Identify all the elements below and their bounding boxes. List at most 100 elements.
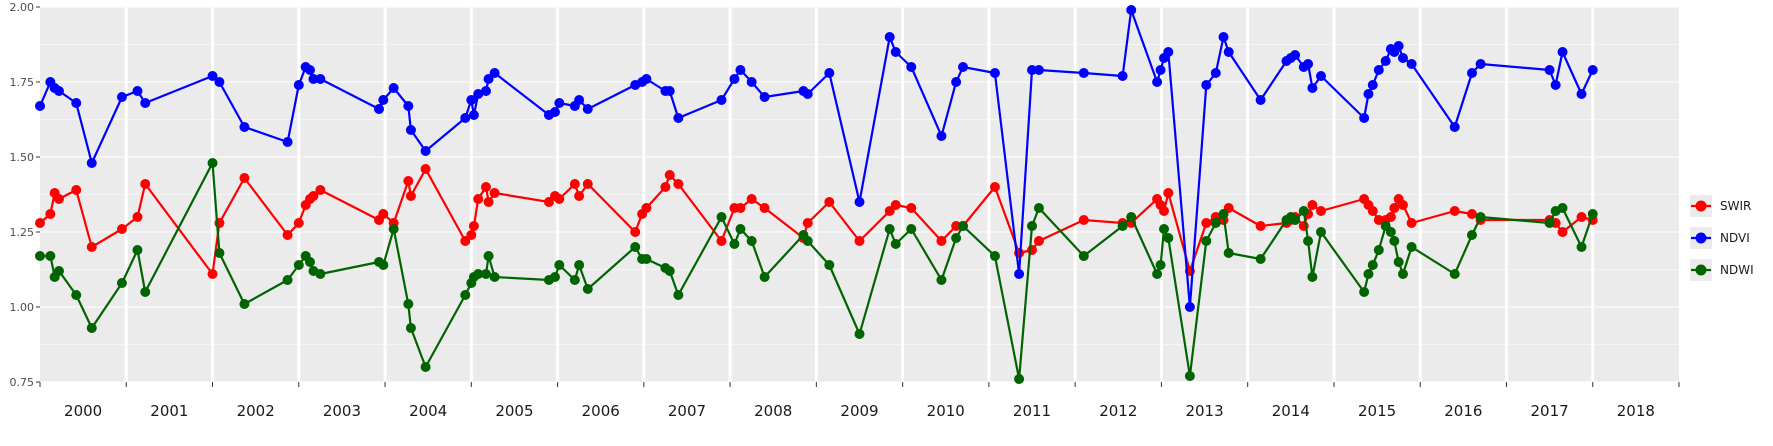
data-point-ndwi [483,251,494,261]
legend-key-point [1695,232,1707,244]
data-point-ndwi [1290,215,1301,225]
data-point-ndvi [239,122,250,132]
facet-year-label: 2013 [1185,402,1223,420]
y-tick-label: 1.75 [10,76,35,89]
data-point-ndvi [1210,68,1221,78]
facet-year-label: 2003 [323,402,361,420]
data-point-ndwi [1363,269,1374,279]
data-point-ndvi [403,101,414,111]
data-point-swir [405,191,416,201]
data-point-ndwi [569,275,580,285]
data-point-ndwi [716,212,727,222]
legend: SWIR NDVI NDWI [1688,192,1768,290]
data-point-ndwi [1557,203,1568,213]
data-point-ndwi [1152,269,1163,279]
data-point-ndvi [214,77,225,87]
data-point-ndwi [549,272,560,282]
data-point-ndvi [1557,47,1568,57]
data-point-ndwi [906,224,917,234]
data-point-ndvi [1126,5,1137,15]
legend-label-swir: SWIR [1720,199,1751,213]
facet-year-label: 2009 [840,402,878,420]
data-point-ndwi [1385,227,1396,237]
data-point-ndvi [1406,59,1417,69]
data-point-ndwi [958,221,969,231]
data-point-ndvi [86,158,97,168]
data-point-ndvi [1475,59,1486,69]
data-point-swir [1397,200,1408,210]
data-point-swir [1576,212,1587,222]
data-point-ndwi [315,269,326,279]
data-point-swir [1255,221,1266,231]
data-point-ndvi [1290,50,1301,60]
data-point-ndwi [989,251,1000,261]
legend-key-point [1695,200,1707,212]
data-point-swir [378,209,389,219]
data-point-ndwi [460,290,471,300]
data-point-ndwi [420,362,431,372]
data-point-ndwi [854,329,865,339]
data-point-ndvi [1380,56,1391,66]
data-point-ndwi [641,254,652,264]
data-point-ndvi [1466,68,1477,78]
data-point-ndvi [207,71,218,81]
data-point-ndvi [549,107,560,117]
data-point-swir [1557,227,1568,237]
data-point-ndwi [729,239,740,249]
data-point-ndvi [35,101,45,111]
data-point-ndwi [630,242,641,252]
data-point-ndwi [239,299,250,309]
data-point-ndvi [53,86,64,96]
data-point-swir [483,197,494,207]
data-point-swir [1307,200,1318,210]
data-point-ndwi [1576,242,1587,252]
data-point-ndvi [1163,47,1174,57]
data-point-ndwi [35,251,45,261]
data-point-ndvi [1359,113,1370,123]
data-point-swir [802,218,813,228]
data-point-swir [116,224,127,234]
data-point-swir [906,203,917,213]
data-point-ndvi [1397,53,1408,63]
data-point-swir [140,179,151,189]
data-point-swir [420,164,431,174]
data-point-ndwi [293,260,304,270]
data-point-ndwi [1155,260,1166,270]
data-point-ndvi [480,86,491,96]
facet-year-label: 2015 [1358,402,1396,420]
y-tick-label: 1.25 [10,226,35,239]
facet-year-label: 2008 [754,402,792,420]
data-point-swir [1449,206,1460,216]
data-point-ndvi [468,110,479,120]
data-point-swir [582,179,593,189]
data-point-ndvi [759,92,770,102]
data-point-ndvi [305,65,316,75]
data-point-swir [660,182,671,192]
data-point-ndwi [1201,236,1212,246]
data-point-ndwi [388,224,399,234]
data-point-ndvi [1152,77,1163,87]
data-point-swir [45,209,56,219]
data-point-ndwi [574,260,585,270]
data-point-ndvi [420,146,431,156]
data-point-ndwi [1255,254,1266,264]
y-axis: 0.75 1.00 1.25 1.50 1.75 2.00 [10,1,40,389]
data-point-swir [1367,206,1378,216]
data-point-ndvi [854,197,865,207]
data-point-ndvi [378,95,389,105]
facet-year-label: 2001 [150,402,188,420]
facet-year-label: 2016 [1444,402,1482,420]
data-point-swir [1027,245,1038,255]
facet-year-label: 2012 [1099,402,1137,420]
data-point-ndwi [1303,236,1314,246]
data-point-swir [1406,218,1417,228]
data-point-ndwi [1393,257,1404,267]
data-point-ndwi [1475,212,1486,222]
data-point-ndwi [1027,221,1038,231]
data-point-ndvi [1393,41,1404,51]
data-point-ndvi [1027,65,1038,75]
facet-year-label: 2002 [237,402,275,420]
data-point-ndwi [1587,209,1598,219]
data-point-ndwi [735,224,746,234]
data-point-ndvi [1550,80,1561,90]
